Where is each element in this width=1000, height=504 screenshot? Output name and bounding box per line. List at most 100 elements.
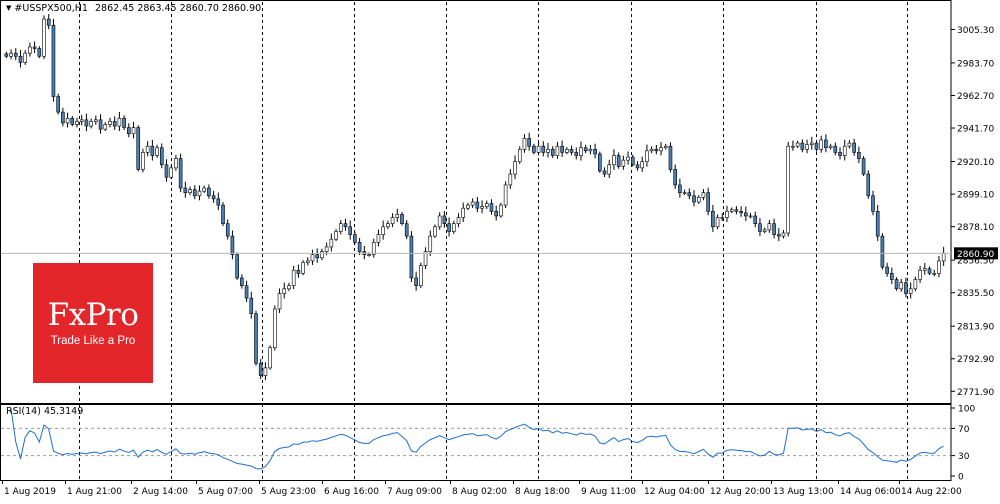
candle-body[interactable] — [437, 215, 442, 228]
candle-body[interactable] — [852, 142, 856, 153]
candle-body[interactable] — [103, 124, 108, 130]
candle-body[interactable] — [715, 217, 720, 228]
candle-body[interactable] — [871, 195, 875, 212]
candle-body[interactable] — [593, 148, 597, 155]
candle-body[interactable] — [626, 156, 630, 161]
candle-body[interactable] — [207, 187, 211, 197]
candle-body[interactable] — [621, 159, 626, 167]
candle-body[interactable] — [598, 153, 602, 172]
candle-body[interactable] — [419, 265, 423, 287]
candle-body[interactable] — [400, 214, 404, 225]
candle-body[interactable] — [795, 142, 800, 147]
candle-body[interactable] — [183, 187, 188, 193]
candle-body[interactable] — [772, 223, 776, 235]
candle-body[interactable] — [89, 121, 93, 127]
candle-body[interactable] — [197, 190, 202, 197]
candle-body[interactable] — [174, 158, 178, 169]
candle-body[interactable] — [216, 198, 221, 206]
candle-body[interactable] — [569, 148, 574, 153]
candle-body[interactable] — [814, 142, 819, 150]
candle-body[interactable] — [447, 223, 451, 232]
candle-body[interactable] — [75, 121, 79, 125]
candle-body[interactable] — [461, 207, 466, 218]
candle-body[interactable] — [824, 139, 828, 149]
candle-body[interactable] — [244, 285, 249, 299]
candle-body[interactable] — [503, 184, 508, 206]
candle-body[interactable] — [857, 152, 861, 159]
candle-body[interactable] — [791, 145, 795, 148]
candle-body[interactable] — [343, 223, 348, 228]
candle-body[interactable] — [659, 147, 663, 152]
candle-body[interactable] — [65, 117, 70, 124]
candle-body[interactable] — [9, 52, 13, 57]
candle-body[interactable] — [381, 226, 385, 235]
candle-body[interactable] — [885, 266, 889, 274]
candle-body[interactable] — [937, 260, 941, 274]
candle-body[interactable] — [404, 223, 409, 237]
candle-body[interactable] — [273, 308, 277, 349]
candle-body[interactable] — [287, 285, 291, 290]
candle-body[interactable] — [819, 139, 823, 150]
candle-body[interactable] — [899, 282, 904, 290]
candle-body[interactable] — [508, 173, 513, 186]
candle-body[interactable] — [136, 127, 141, 170]
candle-body[interactable] — [79, 119, 84, 122]
candle-body[interactable] — [494, 211, 498, 217]
candle-body[interactable] — [390, 217, 395, 225]
candle-body[interactable] — [602, 170, 607, 175]
candle-body[interactable] — [414, 277, 418, 287]
candle-body[interactable] — [663, 145, 668, 149]
candle-body[interactable] — [263, 367, 268, 376]
candle-body[interactable] — [291, 269, 296, 287]
candle-body[interactable] — [51, 24, 56, 97]
candle-body[interactable] — [842, 145, 847, 156]
candle-body[interactable] — [334, 231, 338, 240]
candle-body[interactable] — [687, 192, 692, 197]
collapse-triangle-icon[interactable]: ▼ — [6, 4, 12, 12]
candle-body[interactable] — [61, 111, 65, 124]
candle-body[interactable] — [225, 223, 230, 237]
candle-body[interactable] — [640, 161, 645, 169]
candle-body[interactable] — [18, 55, 23, 63]
candle-body[interactable] — [28, 46, 32, 54]
candle-body[interactable] — [315, 254, 320, 259]
candle-body[interactable] — [904, 282, 908, 294]
candle-body[interactable] — [409, 235, 414, 279]
candle-body[interactable] — [913, 279, 918, 290]
candle-body[interactable] — [145, 145, 150, 153]
candle-body[interactable] — [861, 158, 866, 175]
candle-body[interactable] — [546, 148, 550, 153]
candle-body[interactable] — [630, 156, 635, 166]
candle-body[interactable] — [13, 52, 18, 57]
candle-body[interactable] — [805, 144, 809, 150]
candle-body[interactable] — [178, 158, 183, 189]
candle-body[interactable] — [46, 18, 51, 26]
candle-body[interactable] — [475, 201, 480, 209]
candle-body[interactable] — [748, 215, 753, 218]
candle-body[interactable] — [767, 223, 772, 231]
candle-body[interactable] — [249, 297, 254, 314]
candle-body[interactable] — [428, 235, 433, 252]
candle-body[interactable] — [583, 147, 588, 152]
candle-body[interactable] — [277, 293, 282, 310]
candle-body[interactable] — [470, 201, 475, 206]
candle-body[interactable] — [117, 117, 122, 127]
candle-body[interactable] — [98, 119, 103, 130]
candle-body[interactable] — [532, 145, 536, 153]
candle-body[interactable] — [169, 167, 174, 178]
candle-body[interactable] — [809, 142, 814, 145]
candle-body[interactable] — [932, 273, 937, 275]
candle-body[interactable] — [268, 347, 272, 369]
candle-body[interactable] — [720, 217, 725, 219]
candle-body[interactable] — [711, 211, 715, 228]
candle-body[interactable] — [729, 209, 734, 212]
candle-body[interactable] — [635, 164, 640, 169]
candle-body[interactable] — [692, 195, 696, 203]
candle-body[interactable] — [141, 152, 145, 170]
candle-body[interactable] — [645, 150, 649, 162]
candle-body[interactable] — [32, 46, 37, 49]
candle-body[interactable] — [37, 48, 42, 57]
candle-body[interactable] — [159, 147, 164, 166]
